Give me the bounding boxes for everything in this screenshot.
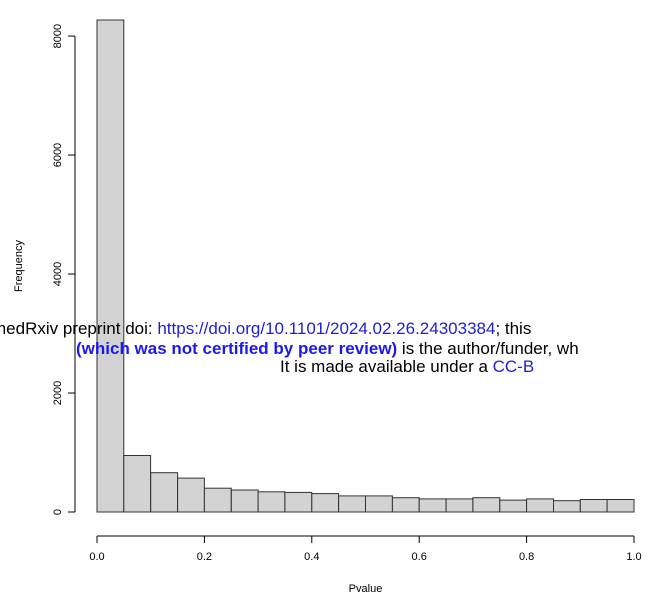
- histogram-bar-19: [606, 499, 635, 513]
- histogram-bar-11: [391, 497, 420, 513]
- histogram-bar-2: [150, 472, 179, 513]
- x-tick-label-4: 0.8: [519, 551, 534, 563]
- y-tick-label-1: 2000: [52, 381, 64, 405]
- y-tick-label-0: 0: [52, 509, 64, 515]
- license-prefix: It is made available under a: [280, 357, 493, 376]
- histogram-bar-3: [177, 477, 205, 513]
- histogram-bar-8: [311, 493, 340, 513]
- histogram-bar-9: [338, 495, 367, 513]
- x-tick-label-0: 0.0: [89, 551, 104, 563]
- y-tick-label-3: 6000: [52, 143, 64, 167]
- histogram-bar-18: [579, 499, 608, 513]
- y-axis-title: Frequency: [13, 240, 25, 292]
- x-tick-label-1: 0.2: [197, 551, 212, 563]
- preprint-doi-line: medRxiv preprint doi: https://doi.org/10…: [0, 319, 531, 339]
- peer-review-notice: (which was not certified by peer review): [76, 339, 398, 358]
- histogram-bar-15: [499, 499, 528, 513]
- histogram-bar-7: [284, 491, 313, 513]
- histogram-bar-0: [96, 19, 125, 513]
- x-axis: 0.0 0.2 0.4 0.6 0.8 1.0: [89, 535, 642, 563]
- license-link[interactable]: CC-B: [492, 357, 535, 376]
- histogram-bar-6: [257, 491, 286, 513]
- y-tick-label-4: 8000: [52, 24, 64, 48]
- x-tick-label-3: 0.6: [412, 551, 427, 563]
- x-axis-title: Pvalue: [349, 583, 383, 595]
- x-tick-label-5: 1.0: [626, 551, 641, 563]
- preprint-doi-prefix: medRxiv preprint doi:: [0, 319, 158, 338]
- y-tick-label-2: 4000: [52, 262, 64, 286]
- histogram-bar-10: [365, 495, 393, 513]
- license-line: It is made available under a CC-B: [280, 357, 534, 377]
- histogram-bar-14: [472, 497, 501, 513]
- preprint-doi-suffix: ; this: [495, 319, 532, 338]
- y-axis: 0 2000 4000 6000 8000: [52, 24, 76, 515]
- histogram-bar-17: [553, 500, 581, 513]
- peer-review-line: (which was not certified by peer review)…: [76, 339, 579, 359]
- histogram-bar-12: [418, 498, 447, 513]
- author-funder-text: is the author/funder, wh: [397, 339, 579, 358]
- histogram-bar-5: [230, 489, 259, 513]
- histogram-bar-4: [203, 487, 232, 513]
- x-tick-label-2: 0.4: [304, 551, 319, 563]
- histogram-bar-1: [123, 455, 152, 513]
- doi-link[interactable]: https://doi.org/10.1101/2024.02.26.24303…: [157, 319, 496, 338]
- histogram-bars: [96, 19, 635, 513]
- histogram-bar-16: [526, 498, 554, 513]
- histogram-bar-13: [445, 498, 474, 513]
